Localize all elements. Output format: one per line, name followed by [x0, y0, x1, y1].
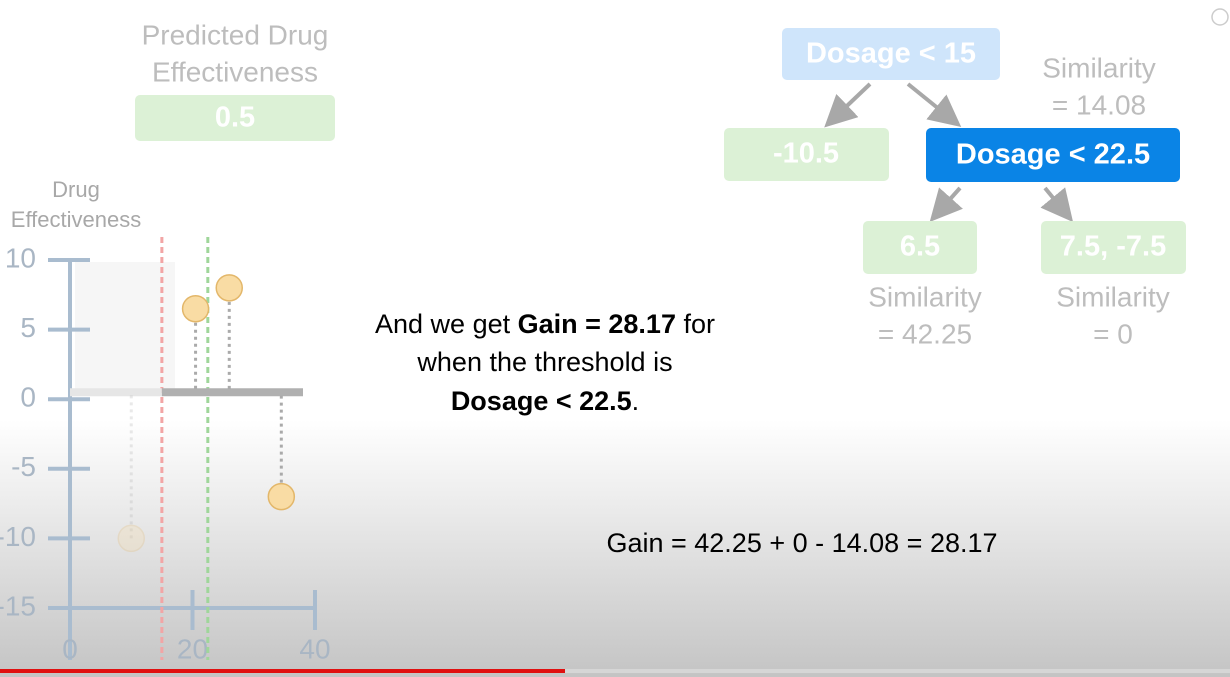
- caption: And we get Gain = 28.17 for: [375, 309, 715, 339]
- prediction-title: Effectiveness: [152, 56, 318, 87]
- caption: Dosage < 22.5.: [451, 386, 639, 416]
- similarity: Similarity: [1042, 52, 1156, 83]
- similarity: = 14.08: [1052, 89, 1146, 120]
- tree: Dosage < 15 Similarity = 14.08 -10.5 Dos…: [724, 28, 1186, 349]
- equation: Gain = 42.25 + 0 - 14.08 = 28.17: [606, 528, 997, 558]
- progress-track: [0, 669, 1230, 673]
- plot-shade: [75, 262, 175, 392]
- similarity: Similarity: [1056, 281, 1170, 312]
- similarity: = 0: [1093, 318, 1133, 349]
- y-tick-label: 0: [20, 382, 36, 413]
- tree-leaf-label: 6.5: [900, 231, 940, 263]
- caption-text: And we get: [375, 309, 518, 339]
- data-point: [267, 482, 296, 511]
- y-tick-label: 5: [20, 312, 36, 343]
- arrow: [906, 82, 962, 128]
- y-tick-label: -15: [0, 590, 36, 621]
- prediction-value: 0.5: [215, 102, 255, 134]
- similarity: Similarity: [868, 281, 982, 312]
- caption-bold: Dosage < 22.5: [451, 386, 632, 416]
- tree-leaf: [724, 128, 889, 181]
- y-tick-label: -10: [0, 521, 36, 552]
- caption-text: .: [632, 386, 640, 416]
- y-axis-label: Drug: [52, 177, 100, 202]
- tree-node-label: Dosage < 22.5: [956, 139, 1150, 171]
- tree-leaf-label: 7.5, -7.5: [1060, 231, 1166, 263]
- tree-node: [926, 128, 1180, 182]
- caption-bold: Gain = 28.17: [518, 309, 676, 339]
- plot: 10 5 0 -5 -10 -15 0 20 40: [0, 237, 331, 664]
- progress-played: [0, 669, 565, 673]
- y-axis-label: Effectiveness: [11, 207, 141, 232]
- tree-leaf: [863, 221, 977, 274]
- data-point: [215, 274, 243, 302]
- tree-node-label: Dosage < 15: [806, 38, 976, 70]
- y-tick-label: 10: [5, 242, 36, 273]
- tree-node: [782, 28, 1000, 80]
- x-tick-label: 40: [299, 633, 330, 664]
- data-point: [181, 294, 210, 323]
- data-point: [117, 524, 145, 553]
- tree-leaf-label: -10.5: [773, 138, 839, 170]
- arrow: [1040, 186, 1074, 223]
- caption: when the threshold is: [416, 347, 672, 377]
- x-tick-label: 0: [62, 633, 78, 664]
- similarity: = 42.25: [878, 318, 972, 349]
- info-icon[interactable]: [1211, 8, 1229, 26]
- prediction-box: [135, 95, 335, 141]
- tree-leaf: [1041, 221, 1186, 274]
- y-tick-label: -5: [11, 451, 36, 482]
- prediction-title: Predicted Drug: [142, 19, 329, 50]
- arrow: [929, 186, 963, 222]
- caption-text: for: [676, 309, 715, 339]
- arrow: [824, 82, 872, 128]
- x-tick-label: 20: [177, 633, 208, 664]
